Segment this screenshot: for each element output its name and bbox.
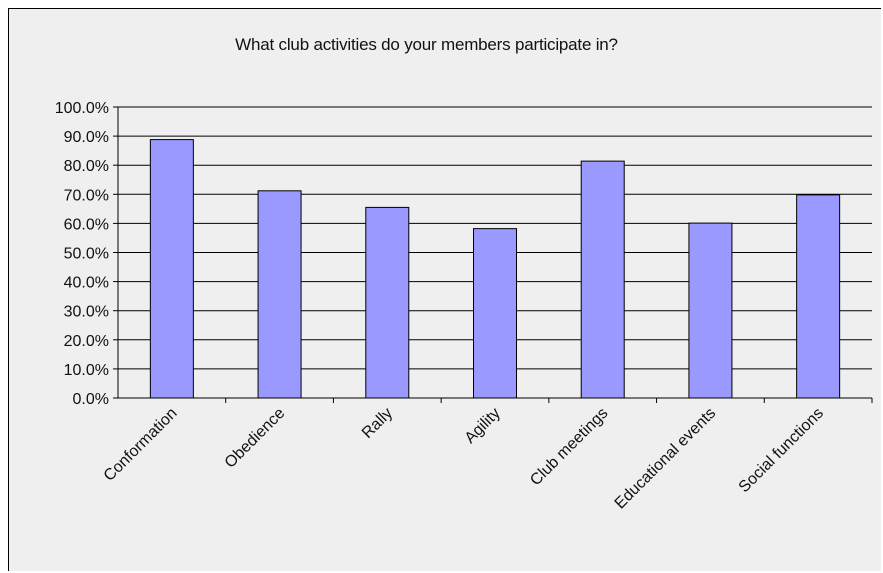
x-category-label: Club meetings (527, 405, 611, 489)
bar (580, 160, 625, 399)
y-tick-label: 100.0% (55, 100, 109, 117)
x-category-label: Conformation (101, 405, 181, 485)
bar (688, 222, 733, 399)
x-category-label: Educational events (612, 405, 720, 513)
x-category-label: Agility (462, 405, 504, 447)
chart-container: What club activities do your members par… (8, 8, 881, 571)
y-tick-label: 80.0% (64, 158, 109, 175)
bar (796, 194, 841, 399)
bar (257, 190, 302, 399)
y-tick-label: 90.0% (64, 129, 109, 146)
y-tick-label: 20.0% (64, 333, 109, 350)
bar (473, 228, 517, 399)
y-tick-label: 10.0% (64, 362, 109, 379)
y-tick-label: 70.0% (64, 187, 109, 204)
y-tick-label: 0.0% (73, 391, 109, 408)
x-category-label: Social functions (736, 405, 827, 496)
bar (149, 139, 194, 399)
bar-chart: 0.0% 10.0% 20.0% 30.0% 40.0% 50.0% 60.0% 70.0% 8… (55, 100, 873, 513)
y-tick-label: 30.0% (64, 304, 109, 321)
y-tick-label: 50.0% (64, 246, 109, 263)
chart-title: What club activities do your members par… (235, 35, 618, 54)
bar (365, 206, 410, 399)
x-category-label: Rally (359, 405, 396, 442)
x-category-label: Obedience (222, 405, 289, 472)
y-tick-label: 60.0% (64, 216, 109, 233)
y-tick-label: 40.0% (64, 275, 109, 292)
